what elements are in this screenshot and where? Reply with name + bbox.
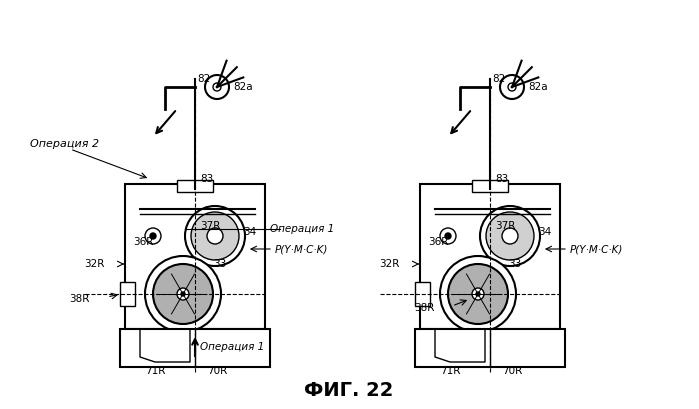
Text: 82a: 82a: [528, 82, 547, 92]
Circle shape: [145, 256, 221, 332]
Circle shape: [150, 233, 156, 239]
Bar: [120, 282, 135, 306]
Text: 36R: 36R: [133, 237, 153, 247]
Text: 36R: 36R: [428, 237, 448, 247]
Circle shape: [472, 288, 484, 300]
Text: 34: 34: [243, 227, 257, 237]
Text: Операция 2: Операция 2: [30, 139, 99, 149]
Bar: [415, 282, 430, 306]
Text: 37R: 37R: [200, 221, 220, 231]
Circle shape: [502, 228, 518, 244]
Text: 83: 83: [495, 174, 508, 184]
Circle shape: [476, 292, 480, 296]
Circle shape: [445, 233, 451, 239]
Circle shape: [177, 288, 189, 300]
Text: 82: 82: [492, 74, 505, 84]
Circle shape: [153, 264, 213, 324]
Circle shape: [205, 75, 229, 99]
Text: 38R: 38R: [415, 303, 435, 313]
Bar: [420, 184, 560, 329]
Text: 34: 34: [538, 227, 552, 237]
Bar: [120, 329, 270, 367]
Text: 32R: 32R: [85, 259, 105, 269]
Text: 37R: 37R: [495, 221, 515, 231]
Circle shape: [145, 228, 161, 244]
Bar: [177, 180, 213, 192]
Text: 71R: 71R: [440, 366, 460, 376]
Text: 71R: 71R: [145, 366, 165, 376]
Text: 70R: 70R: [502, 366, 522, 376]
Text: Операция 1: Операция 1: [270, 224, 334, 234]
Text: P(Y·M·C·K): P(Y·M·C·K): [570, 244, 624, 254]
Circle shape: [440, 256, 516, 332]
Circle shape: [440, 228, 456, 244]
Circle shape: [508, 83, 516, 91]
Circle shape: [500, 75, 524, 99]
Bar: [415, 329, 565, 367]
Text: 82a: 82a: [233, 82, 252, 92]
Text: Операция 1: Операция 1: [200, 342, 264, 352]
Text: 83: 83: [200, 174, 213, 184]
Text: 33: 33: [213, 259, 226, 269]
Circle shape: [486, 212, 534, 260]
Text: 70R: 70R: [207, 366, 227, 376]
Circle shape: [213, 83, 221, 91]
Circle shape: [207, 228, 223, 244]
Circle shape: [181, 292, 185, 296]
Text: 33: 33: [508, 259, 521, 269]
Text: 32R: 32R: [380, 259, 400, 269]
Text: ФИГ. 22: ФИГ. 22: [304, 382, 394, 400]
Circle shape: [480, 206, 540, 266]
Text: 82: 82: [197, 74, 210, 84]
Circle shape: [185, 206, 245, 266]
Bar: [125, 184, 265, 329]
Text: P(Y·M·C·K): P(Y·M·C·K): [275, 244, 329, 254]
Bar: [472, 180, 508, 192]
Text: 38R: 38R: [70, 294, 90, 304]
Circle shape: [448, 264, 508, 324]
Circle shape: [191, 212, 239, 260]
